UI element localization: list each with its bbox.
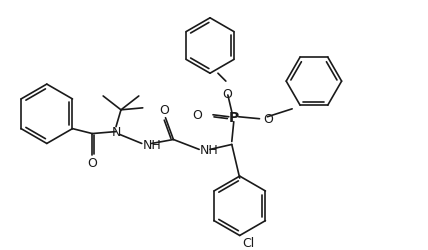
Text: NH: NH: [200, 143, 219, 156]
Text: P: P: [229, 110, 239, 124]
Text: O: O: [264, 113, 273, 126]
Text: O: O: [222, 88, 232, 101]
Text: O: O: [160, 104, 169, 117]
Text: NH: NH: [143, 138, 161, 151]
Text: N: N: [111, 126, 121, 138]
Text: Cl: Cl: [243, 236, 255, 249]
Text: O: O: [87, 156, 97, 169]
Text: O: O: [192, 109, 202, 122]
